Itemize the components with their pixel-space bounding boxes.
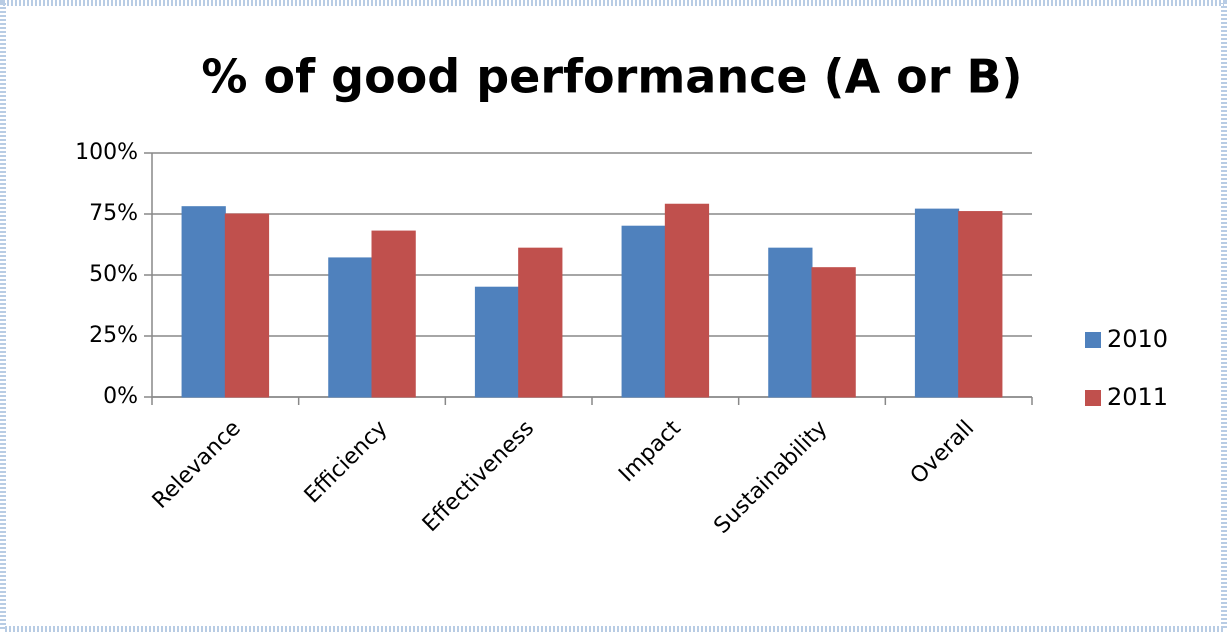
legend-label: 2011 [1107, 383, 1168, 411]
bar [474, 286, 520, 398]
chart-title: % of good performance (A or B) [201, 50, 1022, 104]
legend-label: 2010 [1107, 325, 1168, 353]
bar [518, 247, 563, 398]
bar [181, 206, 226, 398]
legend-swatch [1085, 332, 1101, 348]
bar [371, 230, 416, 398]
bar [664, 203, 710, 398]
y-tick-label: 25% [89, 323, 138, 348]
bar [621, 225, 666, 398]
bar [768, 247, 813, 398]
bar [811, 267, 856, 398]
y-tick-label: 0% [103, 384, 138, 409]
legend-swatch [1085, 390, 1101, 406]
bar [914, 208, 960, 398]
y-tick-label: 75% [89, 201, 138, 226]
y-tick-label: 50% [89, 262, 138, 287]
bar [958, 211, 1003, 398]
bar [224, 213, 270, 398]
bar [328, 257, 373, 398]
y-tick-label: 100% [75, 140, 138, 165]
